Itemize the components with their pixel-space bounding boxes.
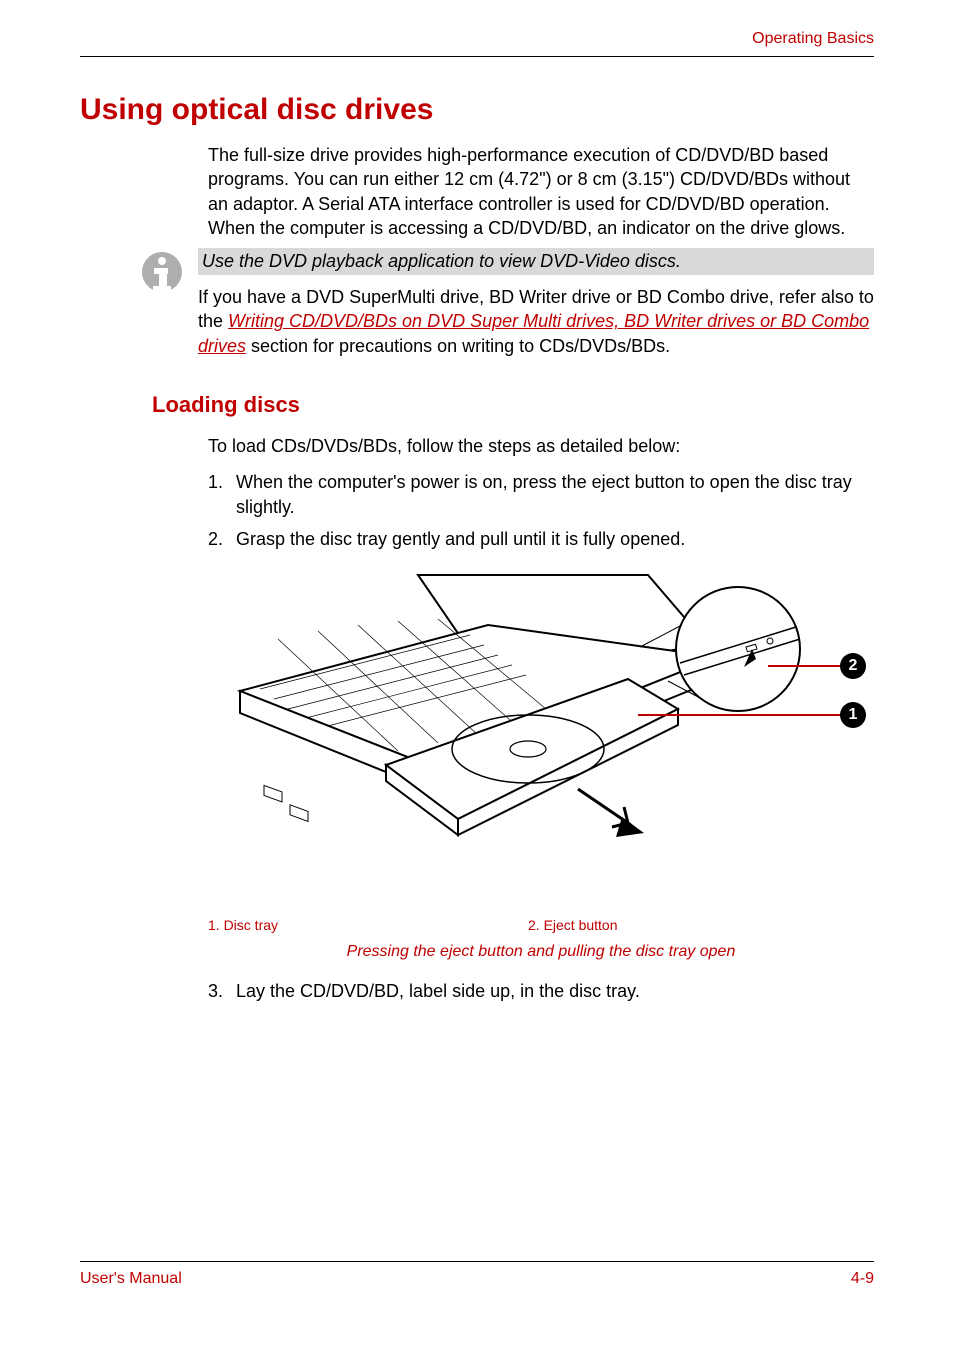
figure-label-1: 1. Disc tray <box>208 917 528 933</box>
paragraph-reference: If you have a DVD SuperMulti drive, BD W… <box>198 285 874 358</box>
step-1: 1. When the computer's power is on, pres… <box>208 470 874 519</box>
step-text: Grasp the disc tray gently and pull unti… <box>236 527 874 551</box>
step-number: 1. <box>208 470 236 519</box>
figure-labels: 1. Disc tray 2. Eject button <box>208 917 874 933</box>
step-number: 2. <box>208 527 236 551</box>
sub-intro: To load CDs/DVDs/BDs, follow the steps a… <box>208 434 874 458</box>
step-text: When the computer's power is on, press t… <box>236 470 874 519</box>
footer-right: 4-9 <box>851 1270 874 1288</box>
heading-main: Using optical disc drives <box>80 93 874 127</box>
figure-caption: Pressing the eject button and pulling th… <box>208 943 874 961</box>
laptop-illustration <box>208 569 868 869</box>
figure-disc-tray: 2 1 <box>208 569 874 889</box>
figure-label-2: 2. Eject button <box>528 917 618 933</box>
callout-line-2 <box>768 665 843 667</box>
info-icon <box>140 250 184 302</box>
intro-paragraph: The full-size drive provides high-perfor… <box>208 143 874 240</box>
footer-left: User's Manual <box>80 1270 182 1288</box>
heading-sub: Loading discs <box>152 392 874 418</box>
callout-line-1 <box>638 714 843 716</box>
running-header: Operating Basics <box>80 30 874 57</box>
page-footer: User's Manual 4-9 <box>80 1261 874 1288</box>
ref-text-post: section for precautions on writing to CD… <box>246 336 670 356</box>
note-callout: Use the DVD playback application to view… <box>198 248 874 275</box>
step-3: 3. Lay the CD/DVD/BD, label side up, in … <box>208 979 874 1003</box>
step-number: 3. <box>208 979 236 1003</box>
step-text: Lay the CD/DVD/BD, label side up, in the… <box>236 979 874 1003</box>
step-2: 2. Grasp the disc tray gently and pull u… <box>208 527 874 551</box>
